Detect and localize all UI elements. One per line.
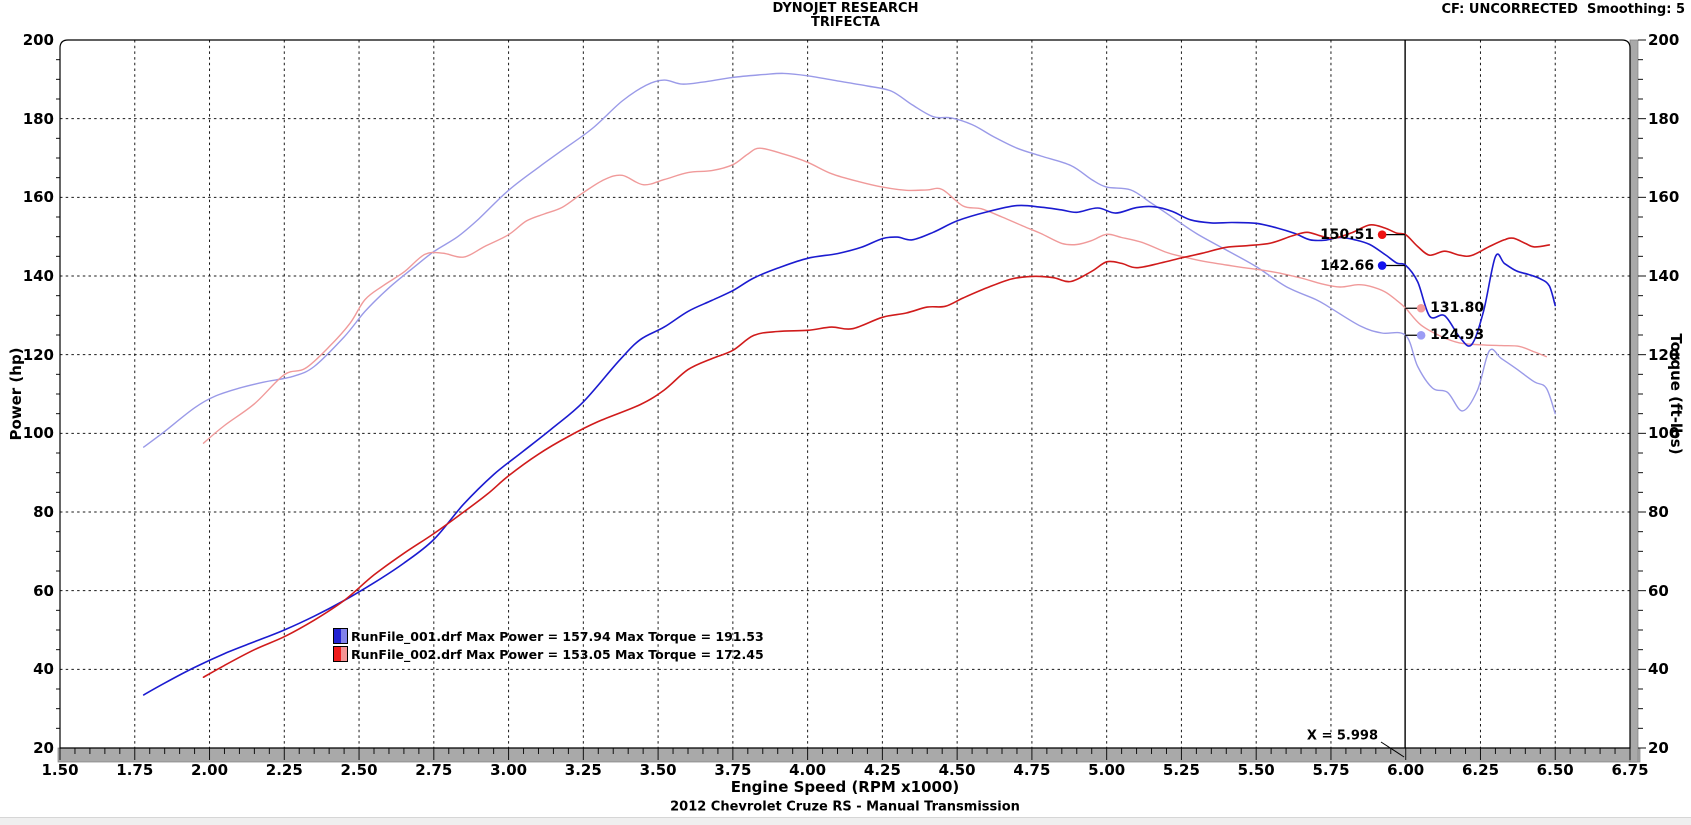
y-tick-label-right-140: 140	[1648, 267, 1680, 285]
legend-text-2: RunFile_002.drf Max Power = 153.05 Max T…	[351, 646, 764, 662]
cursor-x-label: X = 5.998	[1306, 728, 1378, 744]
power-curve-run1	[142, 204, 1556, 696]
x-tick-label-6.50: 6.50	[1536, 761, 1574, 779]
x-tick-label-2.50: 2.50	[340, 761, 378, 779]
x-tick-label-6.25: 6.25	[1461, 761, 1500, 779]
cursor-callout-line	[1380, 741, 1405, 758]
legend-row-1: RunFile_001.drf Max Power = 157.94 Max T…	[333, 627, 764, 645]
x-axis-strip	[57, 747, 1641, 763]
legend-swatch-2	[333, 646, 348, 662]
y-tick-label-left-160: 160	[22, 188, 54, 207]
cursor-value-label-131.80: 131.80	[1430, 300, 1485, 317]
header: DYNOJET RESEARCH TRIFECTA	[0, 2, 1691, 30]
y-tick-label-left-120: 120	[22, 345, 54, 364]
legend: RunFile_001.drf Max Power = 157.94 Max T…	[333, 627, 764, 663]
cursor-value-label-124.93: 124.93	[1430, 327, 1485, 344]
legend-swatch-half	[334, 647, 341, 661]
y-tick-label-right-120: 120	[1648, 345, 1680, 364]
x-tick-label-6.75: 6.75	[1611, 761, 1649, 779]
y-tick-label-left-140: 140	[22, 267, 54, 285]
torque-curve-run1	[143, 72, 1556, 448]
y-tick-label-right-200: 200	[1648, 31, 1680, 49]
x-tick-label-3.25: 3.25	[564, 761, 602, 779]
y-tick-label-right-20: 20	[1648, 739, 1669, 757]
legend-swatch-half	[340, 647, 347, 661]
legend-swatch-1	[333, 628, 348, 644]
x-axis-title: Engine Speed (RPM x1000)	[730, 778, 960, 796]
app-title: DYNOJET RESEARCH	[772, 1, 919, 16]
x-tick-label-2.25: 2.25	[265, 761, 303, 779]
vehicle-caption: 2012 Chevrolet Cruze RS - Manual Transmi…	[670, 799, 1020, 815]
power-curve-run2	[202, 223, 1551, 678]
y-tick-label-left-20: 20	[33, 739, 54, 757]
y-tick-label-right-80: 80	[1648, 503, 1669, 521]
y-axis-strip-right	[1629, 39, 1639, 763]
x-tick-label-5.50: 5.50	[1237, 761, 1275, 779]
x-tick-label-6.00: 6.00	[1387, 761, 1425, 779]
cursor-value-label-150.51: 150.51	[1320, 226, 1375, 243]
x-tick-label-1.75: 1.75	[116, 761, 154, 779]
torque-curve-run2	[202, 147, 1547, 444]
x-tick-label-1.50: 1.50	[41, 761, 79, 779]
x-tick-label-4.25: 4.25	[863, 761, 901, 779]
y-tick-label-left-80: 80	[33, 503, 54, 521]
legend-swatch-half	[340, 629, 347, 643]
y-tick-label-left-60: 60	[33, 581, 54, 600]
x-tick-label-3.75: 3.75	[714, 761, 752, 779]
tuner-title: TRIFECTA	[811, 15, 880, 30]
y-tick-label-left-40: 40	[33, 660, 54, 679]
legend-row-2: RunFile_002.drf Max Power = 153.05 Max T…	[333, 645, 764, 663]
y-tick-label-left-180: 180	[22, 109, 54, 128]
x-tick-label-3.00: 3.00	[490, 761, 528, 779]
x-tick-label-5.00: 5.00	[1088, 761, 1126, 779]
y-tick-label-right-60: 60	[1648, 581, 1669, 600]
x-tick-label-2.75: 2.75	[415, 761, 453, 779]
marker-dot-150.51	[1377, 230, 1387, 239]
x-tick-label-4.00: 4.00	[789, 761, 827, 779]
window-bottom-bar	[0, 817, 1691, 825]
marker-dot-124.93	[1416, 330, 1426, 340]
x-tick-label-5.25: 5.25	[1162, 761, 1200, 779]
cursor-value-label-142.66: 142.66	[1320, 257, 1375, 274]
x-tick-label-2.00: 2.00	[190, 761, 229, 779]
legend-swatch-half	[334, 629, 341, 643]
legend-text-1: RunFile_001.drf Max Power = 157.94 Max T…	[351, 628, 764, 644]
plot-area[interactable]	[60, 40, 1630, 748]
y-tick-label-right-180: 180	[1648, 109, 1680, 128]
y-tick-label-right-160: 160	[1648, 188, 1680, 207]
y-tick-label-right-100: 100	[1648, 424, 1680, 443]
x-tick-label-4.50: 4.50	[938, 761, 976, 779]
y-tick-label-left-100: 100	[22, 424, 54, 443]
x-tick-label-3.50: 3.50	[639, 761, 677, 779]
marker-dot-142.66	[1377, 261, 1387, 270]
x-tick-label-4.75: 4.75	[1013, 761, 1051, 779]
marker-dot-131.80	[1416, 303, 1426, 313]
y-tick-label-right-40: 40	[1648, 660, 1669, 679]
x-tick-label-5.75: 5.75	[1312, 761, 1350, 779]
correction-smoothing-info: CF: UNCORRECTED Smoothing: 5	[1441, 2, 1685, 17]
y-tick-label-left-200: 200	[22, 31, 54, 49]
plot-border	[59, 39, 1631, 749]
